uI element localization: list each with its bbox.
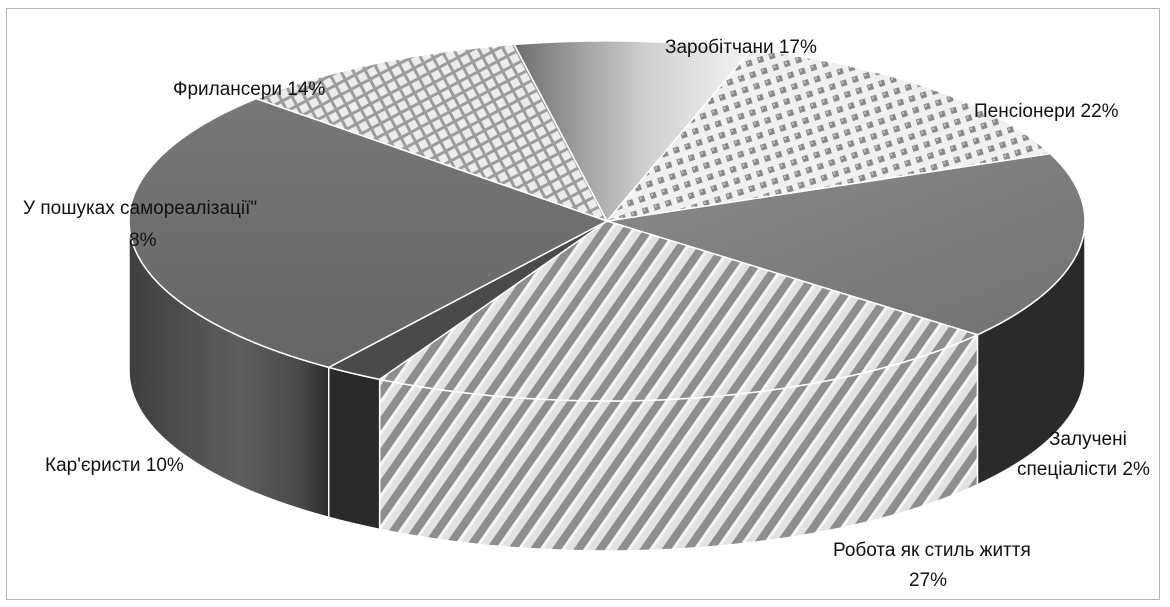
label-pensionery: Пенсіонери 22% [974, 101, 1119, 122]
label-frilansery: Фрилансери 14% [173, 79, 325, 100]
slice-side-2 [327, 366, 381, 531]
label-karyerysty: Кар'єристи 10% [45, 455, 184, 476]
pie-chart: Заробітчани 17% Пенсіонери 22% Залучені … [23, 37, 1150, 591]
slice-0 [606, 152, 1086, 336]
label-zalucheni-line1: Залучені [1049, 429, 1127, 450]
slice-1 [377, 220, 980, 402]
slice-6 [605, 48, 1052, 223]
slice-4 [254, 43, 609, 223]
slice-5 [512, 40, 754, 223]
label-samorealizatsiia-line2: 8% [129, 230, 157, 251]
chart-frame: Заробітчани 17% Пенсіонери 22% Залучені … [6, 8, 1160, 600]
slice-3 [128, 97, 609, 369]
label-samorealizatsiia-line1: У пошуках самореалізації" [23, 198, 257, 219]
label-robota-line2: 27% [909, 570, 947, 591]
label-zarobitchany: Заробітчани 17% [665, 37, 817, 58]
label-robota-line1: Робота як стиль життя [833, 540, 1031, 561]
label-zalucheni-line2: спеціалісти 2% [1017, 459, 1150, 480]
